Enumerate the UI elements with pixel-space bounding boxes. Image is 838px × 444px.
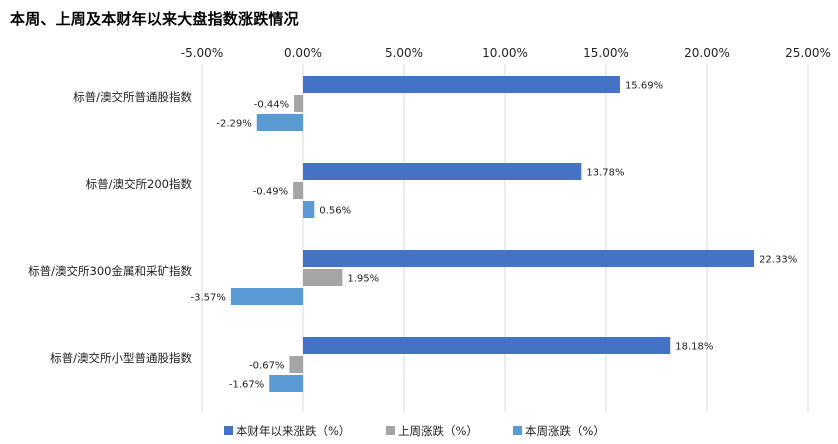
data-label: 22.33% — [759, 255, 797, 266]
x-tick-label: 25.00% — [785, 46, 831, 60]
data-label: -0.44% — [254, 100, 289, 111]
bar — [303, 337, 671, 354]
data-label: 13.78% — [586, 168, 624, 179]
x-tick-label: 15.00% — [583, 46, 629, 60]
category-label: 标普/澳交所小型普通股指数 — [50, 351, 192, 365]
data-label: -3.57% — [190, 293, 225, 304]
x-tick-label: 5.00% — [385, 46, 423, 60]
category-label: 标普/澳交所普通股指数 — [73, 90, 192, 104]
data-label: -2.29% — [216, 119, 251, 130]
data-label: -0.67% — [249, 361, 284, 372]
legend-swatch — [513, 426, 522, 435]
data-label: -1.67% — [229, 380, 264, 391]
data-label: 0.56% — [319, 206, 351, 217]
category-label: 标普/澳交所200指数 — [86, 177, 193, 191]
legend-swatch — [386, 426, 395, 435]
data-label: 15.69% — [625, 81, 663, 92]
x-tick-label: 0.00% — [284, 46, 322, 60]
legend-label: 上周涨跌（%） — [398, 424, 478, 438]
bar — [303, 250, 755, 267]
bar — [289, 356, 303, 373]
bar — [303, 76, 620, 93]
bar — [256, 114, 303, 131]
category-label: 标普/澳交所300金属和采矿指数 — [28, 264, 192, 278]
x-tick-label: -5.00% — [181, 46, 223, 60]
bar — [303, 269, 343, 286]
bar — [269, 375, 303, 392]
legend-swatch — [224, 426, 233, 435]
x-tick-label: 20.00% — [684, 46, 730, 60]
bar — [294, 95, 303, 112]
bar — [303, 163, 582, 180]
x-tick-label: 10.00% — [482, 46, 528, 60]
data-label: -0.49% — [253, 187, 288, 198]
bar — [230, 288, 303, 305]
chart-title: 本周、上周及本财年以来大盘指数涨跌情况 — [10, 10, 299, 28]
bar — [303, 201, 315, 218]
data-label: 18.18% — [675, 342, 713, 353]
bar — [293, 182, 303, 199]
legend-label: 本周涨跌（%） — [525, 424, 605, 438]
legend-label: 本财年以来涨跌（%） — [236, 424, 350, 438]
data-label: 1.95% — [347, 274, 379, 285]
